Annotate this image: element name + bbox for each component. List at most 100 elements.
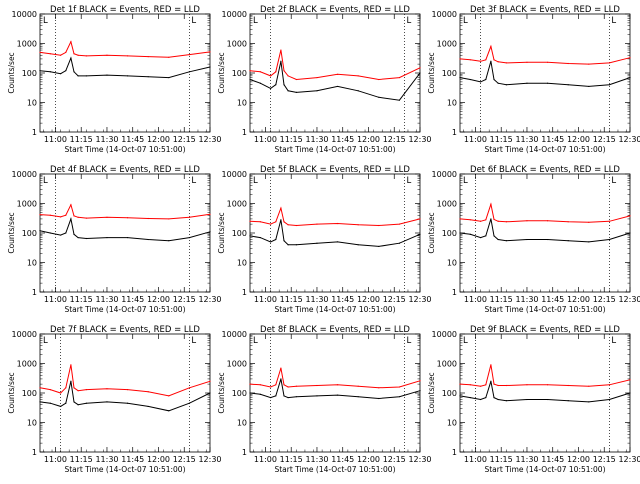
data-point bbox=[49, 214, 51, 216]
plot-frame bbox=[249, 13, 421, 133]
marker-label-left: L bbox=[253, 336, 258, 346]
x-tick-label: 11:00 bbox=[254, 295, 277, 304]
data-point bbox=[85, 389, 87, 391]
data-point bbox=[295, 224, 297, 227]
data-point bbox=[280, 378, 282, 380]
data-point bbox=[126, 389, 129, 391]
data-point bbox=[73, 53, 75, 55]
data-point bbox=[39, 401, 41, 403]
data-point bbox=[60, 392, 62, 394]
data-point bbox=[469, 396, 471, 399]
data-point bbox=[546, 82, 549, 84]
x-tick-label: 11:15 bbox=[490, 135, 513, 144]
data-point bbox=[419, 380, 421, 382]
y-tick-label: 1 bbox=[32, 128, 37, 137]
y-axis-label: Counts/sec bbox=[427, 212, 436, 253]
y-tick-label: 1 bbox=[452, 128, 457, 137]
data-point bbox=[209, 51, 211, 53]
chart-title: Det 8f BLACK = Events, RED = LLD bbox=[260, 325, 410, 335]
data-point bbox=[39, 70, 41, 72]
x-tick-label: 12:00 bbox=[567, 135, 590, 144]
data-point bbox=[490, 364, 492, 366]
data-point bbox=[493, 59, 495, 61]
data-point bbox=[126, 55, 129, 57]
x-tick-label: 12:00 bbox=[567, 295, 590, 304]
y-tick-label: 10000 bbox=[12, 170, 37, 179]
x-tick-label: 11:30 bbox=[515, 135, 538, 144]
data-point bbox=[77, 54, 79, 56]
x-axis-label: Start Time (14-Oct-07 10:51:00) bbox=[274, 305, 395, 314]
data-point bbox=[459, 58, 461, 60]
series-line-lld bbox=[249, 206, 421, 227]
x-tick-label: 12:00 bbox=[357, 455, 380, 464]
data-point bbox=[505, 62, 507, 64]
series-line-lld bbox=[459, 364, 631, 387]
x-tick-label: 11:30 bbox=[95, 455, 118, 464]
x-axis-label: Start Time (14-Oct-07 10:51:00) bbox=[484, 305, 605, 314]
marker-label-left: L bbox=[463, 16, 468, 26]
x-tick-label: 12:00 bbox=[357, 295, 380, 304]
x-tick-label: 11:15 bbox=[70, 135, 93, 144]
data-point bbox=[73, 401, 75, 403]
data-point bbox=[249, 383, 251, 385]
data-point bbox=[419, 218, 421, 220]
data-point bbox=[567, 84, 569, 86]
x-tick-label: 12:15 bbox=[383, 135, 406, 144]
x-tick-label: 11:30 bbox=[515, 295, 538, 304]
x-tick-label: 11:15 bbox=[280, 135, 303, 144]
data-point bbox=[295, 396, 297, 398]
data-point bbox=[485, 396, 487, 399]
data-point bbox=[270, 241, 272, 243]
y-tick-label: 100 bbox=[22, 69, 37, 78]
data-point bbox=[106, 216, 108, 218]
data-point bbox=[629, 379, 631, 381]
marker-label-right: L bbox=[407, 16, 412, 26]
x-tick-label: 11:45 bbox=[541, 295, 564, 304]
data-point bbox=[85, 402, 87, 404]
data-point bbox=[316, 76, 318, 79]
data-point bbox=[49, 53, 51, 55]
data-point bbox=[49, 71, 51, 73]
data-point bbox=[147, 76, 149, 78]
y-tick-label: 10000 bbox=[222, 170, 247, 179]
data-point bbox=[188, 71, 190, 73]
data-point bbox=[270, 396, 272, 399]
data-point bbox=[398, 223, 400, 225]
x-tick-label: 11:00 bbox=[44, 295, 67, 304]
x-axis-label: Start Time (14-Oct-07 10:51:00) bbox=[484, 145, 605, 154]
marker-label-right: L bbox=[611, 16, 616, 26]
series-line-lld bbox=[39, 40, 211, 58]
data-point bbox=[85, 237, 87, 240]
chart-title: Det 2f BLACK = Events, RED = LLD bbox=[260, 5, 410, 15]
data-point bbox=[480, 220, 482, 222]
data-point bbox=[480, 81, 482, 83]
x-tick-label: 11:15 bbox=[280, 455, 303, 464]
series-line-events bbox=[459, 381, 631, 403]
data-point bbox=[70, 218, 72, 220]
y-tick-label: 10 bbox=[447, 259, 457, 268]
chart-panel-6: Det 6f BLACK = Events, RED = LLD 1 10 100 10… bbox=[427, 165, 640, 314]
x-tick-label: 12:00 bbox=[567, 455, 590, 464]
y-tick-label: 100 bbox=[232, 229, 247, 238]
data-point bbox=[629, 392, 631, 394]
data-point bbox=[480, 60, 482, 62]
x-tick-label: 11:15 bbox=[490, 295, 513, 304]
marker-label-left: L bbox=[253, 16, 258, 26]
data-point bbox=[546, 61, 549, 63]
data-point bbox=[39, 230, 41, 232]
data-point bbox=[567, 384, 569, 387]
data-point bbox=[270, 386, 272, 388]
data-point bbox=[398, 99, 400, 101]
data-point bbox=[546, 220, 549, 222]
data-point bbox=[480, 385, 482, 387]
data-point bbox=[629, 232, 631, 234]
data-point bbox=[168, 395, 170, 397]
data-point bbox=[526, 82, 528, 84]
data-point bbox=[259, 71, 261, 73]
data-point bbox=[259, 393, 261, 395]
marker-label-right: L bbox=[611, 336, 616, 346]
data-point bbox=[419, 67, 421, 69]
x-tick-label: 11:45 bbox=[541, 135, 564, 144]
data-point bbox=[295, 91, 297, 93]
